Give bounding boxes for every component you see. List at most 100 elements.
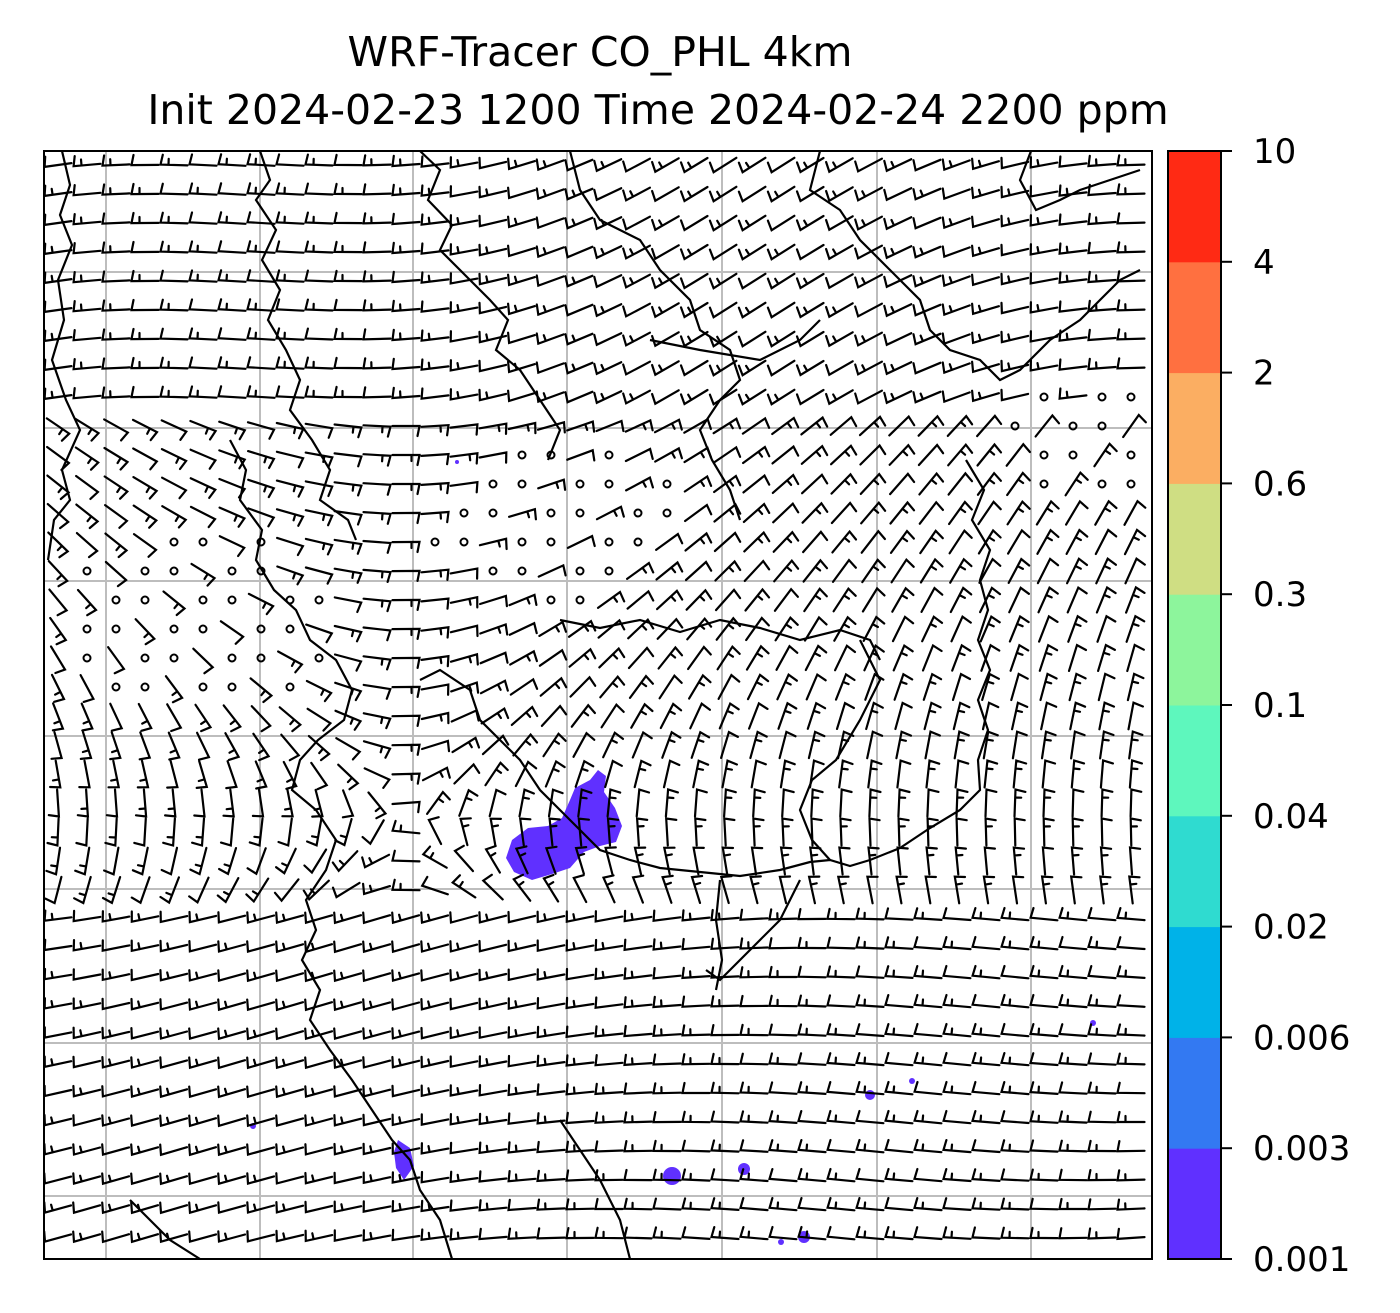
wind-barb xyxy=(825,157,854,174)
wind-barb xyxy=(159,998,189,1011)
wind-barb xyxy=(913,1167,943,1183)
wind-barb xyxy=(159,385,189,399)
wind-barb xyxy=(801,473,829,495)
wind-barb xyxy=(130,1114,160,1128)
wind-barb xyxy=(652,1024,682,1037)
wind-barb xyxy=(246,847,267,876)
wind-barb xyxy=(896,759,912,789)
wind-barb xyxy=(278,706,303,733)
wind-barb xyxy=(593,158,623,173)
wind-barb xyxy=(132,476,159,500)
wind-barb xyxy=(101,270,131,283)
wind-barb xyxy=(420,683,450,696)
wind-barb xyxy=(518,788,535,818)
wind-barb xyxy=(420,424,450,437)
wind-barb xyxy=(622,244,651,260)
wind-barb xyxy=(1000,330,1030,344)
wind-barb xyxy=(981,672,1000,701)
wind-barb xyxy=(363,767,391,789)
wind-barb xyxy=(1094,528,1118,556)
wind-barb xyxy=(855,1023,885,1038)
wind-barb xyxy=(593,303,623,318)
wind-barb xyxy=(79,674,96,703)
wind-barb xyxy=(420,155,450,168)
wind-barb xyxy=(826,1196,856,1212)
wind-barb xyxy=(604,759,623,789)
wind-barb xyxy=(833,615,857,642)
wind-barb xyxy=(420,1113,450,1126)
wind-barb xyxy=(101,997,131,1011)
wind-barb xyxy=(362,299,392,312)
wind-barb xyxy=(606,817,620,847)
wind-barb xyxy=(1000,1110,1030,1125)
wind-barb xyxy=(459,817,472,847)
wind-barb xyxy=(832,586,857,613)
wind-barb xyxy=(1007,528,1031,555)
wind-barb xyxy=(912,361,942,375)
wind-barbs xyxy=(44,153,1147,1244)
calm-wind-marker xyxy=(488,479,498,489)
wind-barb xyxy=(1058,1081,1088,1095)
wind-barb xyxy=(101,1026,131,1040)
wind-barb xyxy=(391,328,421,342)
wind-barb xyxy=(795,156,825,174)
wind-barb xyxy=(1029,185,1059,198)
wind-barb xyxy=(1041,846,1055,876)
wind-barb xyxy=(246,240,276,254)
wind-barb xyxy=(46,817,60,847)
calm-wind-marker xyxy=(604,450,614,460)
wind-barb xyxy=(710,1139,740,1153)
wind-barb xyxy=(72,968,102,981)
wind-barb xyxy=(865,701,884,731)
wind-barb xyxy=(978,557,1002,584)
wind-barb xyxy=(854,186,883,202)
wind-barb xyxy=(1000,906,1030,922)
wind-barb xyxy=(333,1027,363,1041)
wind-barb xyxy=(766,185,796,203)
wind-barb xyxy=(942,1022,972,1038)
wind-barb xyxy=(866,730,884,760)
wind-barb xyxy=(246,940,276,954)
wind-barb xyxy=(651,273,680,290)
calm-wind-marker xyxy=(546,537,556,547)
wind-barb xyxy=(883,245,913,260)
calm-wind-marker xyxy=(285,595,295,605)
wind-barb xyxy=(362,386,392,399)
wind-barb xyxy=(830,472,858,495)
wind-barb xyxy=(420,875,449,896)
wind-barb xyxy=(595,419,625,433)
wind-barb xyxy=(1071,817,1084,847)
colorbar-segment xyxy=(1168,1037,1221,1149)
calm-wind-marker xyxy=(140,595,150,605)
wind-barb xyxy=(861,586,886,613)
wind-barb xyxy=(391,940,421,954)
wind-barb xyxy=(689,702,711,730)
wind-barb xyxy=(333,182,363,196)
wind-barb xyxy=(1087,1052,1117,1066)
wind-barb xyxy=(536,1054,566,1068)
wind-barb xyxy=(275,385,305,399)
wind-barb xyxy=(913,1109,943,1125)
colorbar-tick-label: 2 xyxy=(1253,354,1275,394)
wind-barb xyxy=(630,702,654,729)
wind-barb xyxy=(1087,154,1117,168)
colorbar-segment xyxy=(1168,815,1221,928)
wind-barb xyxy=(980,643,1001,672)
wind-barb xyxy=(889,529,915,554)
wind-barb xyxy=(656,589,684,611)
wind-barb xyxy=(884,1196,914,1212)
wind-barb xyxy=(507,186,536,200)
wind-barb xyxy=(162,590,187,617)
wind-barb xyxy=(391,998,421,1011)
wind-barb xyxy=(810,788,824,818)
wind-barb xyxy=(246,1027,276,1041)
wind-barb xyxy=(420,1084,450,1098)
wind-barb xyxy=(507,1054,537,1068)
wind-barb xyxy=(684,531,713,552)
wind-barb xyxy=(593,187,623,202)
wind-barb xyxy=(921,615,944,643)
wind-barb xyxy=(50,673,66,703)
wind-barb xyxy=(803,587,828,613)
wind-barb xyxy=(1029,1226,1059,1240)
wind-barb xyxy=(130,182,160,196)
